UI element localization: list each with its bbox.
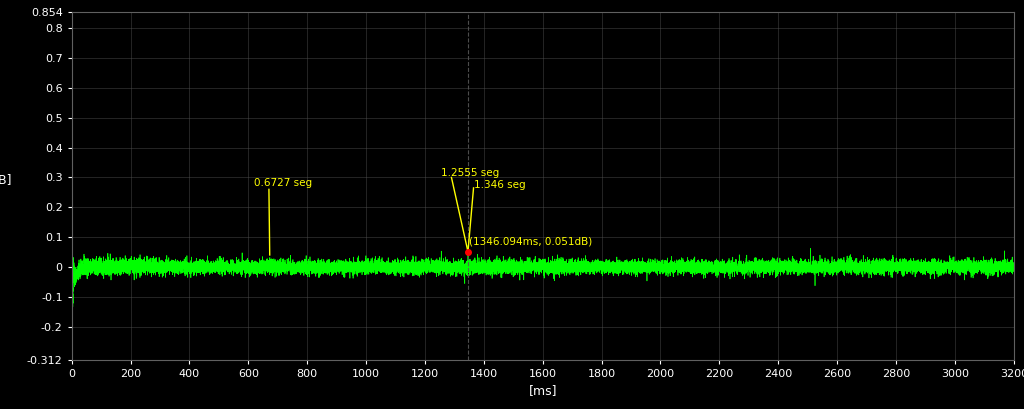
Text: 0.6727 seg: 0.6727 seg xyxy=(254,178,312,189)
Text: (1346.094ms, 0.051dB): (1346.094ms, 0.051dB) xyxy=(469,236,592,247)
X-axis label: [ms]: [ms] xyxy=(528,384,557,398)
Text: 1.2555 seg: 1.2555 seg xyxy=(441,168,500,178)
Text: 1.346 seg: 1.346 seg xyxy=(473,180,525,190)
Y-axis label: [dB]: [dB] xyxy=(0,173,12,186)
